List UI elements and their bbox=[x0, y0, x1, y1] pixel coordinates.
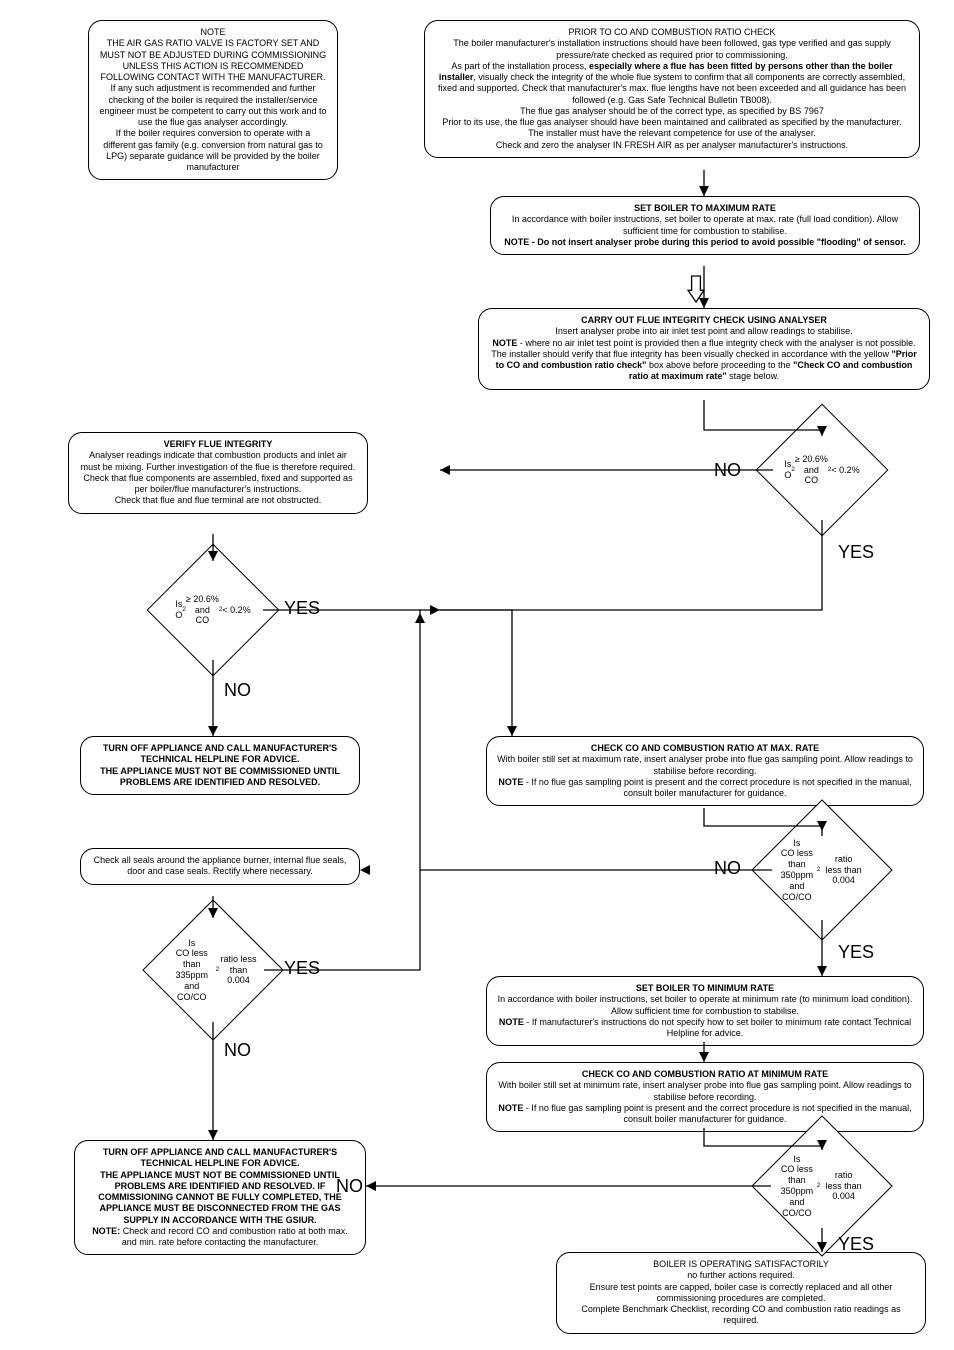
verify-l3: Check that flue and flue terminal are no… bbox=[79, 495, 357, 506]
decision-d4: IsCO less than335ppmandCO/CO2 ratio less… bbox=[142, 899, 283, 1040]
checkmin-box: CHECK CO AND COMBUSTION RATIO AT MINIMUM… bbox=[486, 1062, 924, 1132]
prior-l3: The flue gas analyser should be of the c… bbox=[435, 106, 909, 117]
turnoff1-l1: TURN OFF APPLIANCE AND CALL MANUFACTURER… bbox=[91, 743, 349, 766]
setmax-title: SET BOILER TO MAXIMUM RATE bbox=[501, 203, 909, 214]
sat-l2: no further actions required. bbox=[567, 1270, 915, 1281]
prior-l5: Check and zero the analyser IN FRESH AIR… bbox=[435, 140, 909, 151]
verify-title: VERIFY FLUE INTEGRITY bbox=[79, 439, 357, 450]
checkseals-l1: Check all seals around the appliance bur… bbox=[91, 855, 349, 878]
setmin-l2: NOTE - If manufacturer's instructions do… bbox=[497, 1017, 913, 1040]
label-d1_no: NO bbox=[714, 460, 741, 481]
checkmax-box: CHECK CO AND COMBUSTION RATIO AT MAX. RA… bbox=[486, 736, 924, 806]
prior-l1: The boiler manufacturer's installation i… bbox=[435, 38, 909, 61]
setmin-l1: In accordance with boiler instructions, … bbox=[497, 994, 913, 1017]
label-d5_yes: YES bbox=[838, 1234, 874, 1255]
note-body2: If the boiler requires conversion to ope… bbox=[99, 128, 327, 173]
checkmax-title: CHECK CO AND COMBUSTION RATIO AT MAX. RA… bbox=[497, 743, 913, 754]
note-body: THE AIR GAS RATIO VALVE IS FACTORY SET A… bbox=[99, 38, 327, 128]
note-box: NOTE THE AIR GAS RATIO VALVE IS FACTORY … bbox=[88, 20, 338, 180]
label-d1_yes: YES bbox=[838, 542, 874, 563]
checkseals-box: Check all seals around the appliance bur… bbox=[80, 848, 360, 885]
setmax-l1: In accordance with boiler instructions, … bbox=[501, 214, 909, 237]
label-d3_yes: YES bbox=[838, 942, 874, 963]
checkmin-l1: With boiler still set at minimum rate, i… bbox=[497, 1080, 913, 1103]
prior-l4: Prior to its use, the flue gas analyser … bbox=[435, 117, 909, 140]
verify-l1: Analyser readings indicate that combusti… bbox=[79, 450, 357, 473]
sat-l3: Ensure test points are capped, boiler ca… bbox=[567, 1282, 915, 1305]
label-d2_yes: YES bbox=[284, 598, 320, 619]
prior-box: PRIOR TO CO AND COMBUSTION RATIO CHECK T… bbox=[424, 20, 920, 158]
turnoff2-box: TURN OFF APPLIANCE AND CALL MANUFACTURER… bbox=[74, 1140, 366, 1255]
turnoff2-l1: TURN OFF APPLIANCE AND CALL MANUFACTURER… bbox=[85, 1147, 355, 1170]
decision-d1: IsO2 ≥ 20.6%andCO2 < 0.2% bbox=[756, 404, 889, 537]
setmin-title: SET BOILER TO MINIMUM RATE bbox=[497, 983, 913, 994]
setmax-l2: NOTE - Do not insert analyser probe duri… bbox=[501, 237, 909, 248]
verify-box: VERIFY FLUE INTEGRITY Analyser readings … bbox=[68, 432, 368, 514]
label-d5_no: NO bbox=[336, 1176, 363, 1197]
label-d3_no: NO bbox=[714, 858, 741, 879]
turnoff1-l2: THE APPLIANCE MUST NOT BE COMMISSIONED U… bbox=[91, 766, 349, 789]
checkmin-l2: NOTE - If no flue gas sampling point is … bbox=[497, 1103, 913, 1126]
turnoff2-l3: NOTE: Check and record CO and combustion… bbox=[85, 1226, 355, 1249]
decision-d2: IsO2 ≥ 20.6%andCO2 < 0.2% bbox=[147, 544, 280, 677]
label-d2_no: NO bbox=[224, 680, 251, 701]
decision-d3: IsCO less than350ppm andCO/CO2 ratioless… bbox=[751, 799, 892, 940]
note-title: NOTE bbox=[99, 27, 327, 38]
integrity-box: CARRY OUT FLUE INTEGRITY CHECK USING ANA… bbox=[478, 308, 930, 390]
verify-l2: Check that flue components are assembled… bbox=[79, 473, 357, 496]
label-d4_yes: YES bbox=[284, 958, 320, 979]
sat-l1: BOILER IS OPERATING SATISFACTORILY bbox=[567, 1259, 915, 1270]
integrity-l1: Insert analyser probe into air inlet tes… bbox=[489, 326, 919, 337]
integrity-title: CARRY OUT FLUE INTEGRITY CHECK USING ANA… bbox=[489, 315, 919, 326]
sat-l4: Complete Benchmark Checklist, recording … bbox=[567, 1304, 915, 1327]
prior-l2: As part of the installation process, esp… bbox=[435, 61, 909, 106]
setmax-box: SET BOILER TO MAXIMUM RATE In accordance… bbox=[490, 196, 920, 255]
satisfactory-box: BOILER IS OPERATING SATISFACTORILY no fu… bbox=[556, 1252, 926, 1334]
integrity-l2: NOTE - where no air inlet test point is … bbox=[489, 338, 919, 383]
checkmax-l1: With boiler still set at maximum rate, i… bbox=[497, 754, 913, 777]
label-d4_no: NO bbox=[224, 1040, 251, 1061]
setmin-box: SET BOILER TO MINIMUM RATE In accordance… bbox=[486, 976, 924, 1046]
turnoff1-box: TURN OFF APPLIANCE AND CALL MANUFACTURER… bbox=[80, 736, 360, 795]
checkmin-title: CHECK CO AND COMBUSTION RATIO AT MINIMUM… bbox=[497, 1069, 913, 1080]
checkmax-l2: NOTE - If no flue gas sampling point is … bbox=[497, 777, 913, 800]
prior-title: PRIOR TO CO AND COMBUSTION RATIO CHECK bbox=[435, 27, 909, 38]
turnoff2-l2: THE APPLIANCE MUST NOT BE COMMISSIONED U… bbox=[85, 1170, 355, 1226]
